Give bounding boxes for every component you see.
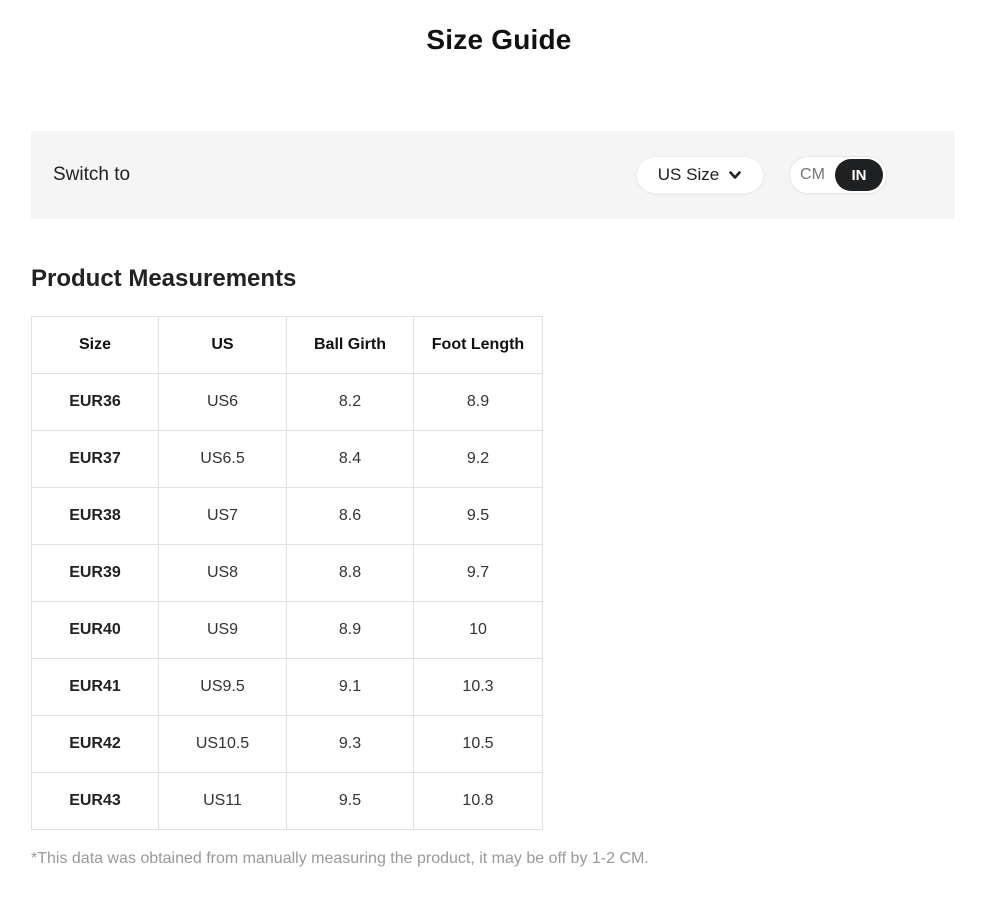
unit-option-cm[interactable]: CM xyxy=(800,166,825,183)
value-cell: 10.5 xyxy=(413,715,543,773)
table-header-row: Size US Ball Girth Foot Length xyxy=(31,316,543,374)
value-cell: 8.4 xyxy=(286,430,414,488)
value-cell: 10.3 xyxy=(413,658,543,716)
size-cell: EUR38 xyxy=(31,487,159,545)
size-cell: EUR41 xyxy=(31,658,159,716)
table-row: EUR36 US6 8.2 8.9 xyxy=(31,373,543,431)
unit-switch-bar: Switch to US Size CM IN xyxy=(31,131,955,219)
value-cell: 10.8 xyxy=(413,772,543,830)
table-row: EUR38 US7 8.6 9.5 xyxy=(31,487,543,545)
value-cell: 8.2 xyxy=(286,373,414,431)
size-standard-dropdown[interactable]: US Size xyxy=(636,156,764,194)
value-cell: 8.9 xyxy=(286,601,414,659)
value-cell: 9.7 xyxy=(413,544,543,602)
table-row: EUR37 US6.5 8.4 9.2 xyxy=(31,430,543,488)
size-table-body: EUR36 US6 8.2 8.9 EUR37 US6.5 8.4 9.2 EUR38 US7 8.… xyxy=(31,373,543,830)
table-row: EUR41 US9.5 9.1 10.3 xyxy=(31,658,543,716)
size-cell: EUR39 xyxy=(31,544,159,602)
size-cell: EUR40 xyxy=(31,601,159,659)
value-cell: US9.5 xyxy=(158,658,287,716)
size-cell: EUR37 xyxy=(31,430,159,488)
value-cell: US8 xyxy=(158,544,287,602)
table-row: EUR40 US9 8.9 10 xyxy=(31,601,543,659)
column-header-us: US xyxy=(158,316,287,374)
size-cell: EUR43 xyxy=(31,772,159,830)
value-cell: US10.5 xyxy=(158,715,287,773)
table-row: EUR43 US11 9.5 10.8 xyxy=(31,772,543,830)
value-cell: 9.5 xyxy=(413,487,543,545)
value-cell: 9.5 xyxy=(286,772,414,830)
value-cell: US6.5 xyxy=(158,430,287,488)
unit-toggle[interactable]: CM IN xyxy=(789,156,887,194)
value-cell: 9.3 xyxy=(286,715,414,773)
column-header-foot-length: Foot Length xyxy=(413,316,543,374)
measurement-disclaimer: *This data was obtained from manually me… xyxy=(31,850,649,867)
value-cell: 10 xyxy=(413,601,543,659)
unit-option-in[interactable]: IN xyxy=(835,159,883,191)
column-header-ball-girth: Ball Girth xyxy=(286,316,414,374)
value-cell: US6 xyxy=(158,373,287,431)
table-row: EUR42 US10.5 9.3 10.5 xyxy=(31,715,543,773)
size-standard-value: US Size xyxy=(657,165,720,184)
column-header-size: Size xyxy=(31,316,159,374)
size-cell: EUR42 xyxy=(31,715,159,773)
value-cell: 9.2 xyxy=(413,430,543,488)
value-cell: US9 xyxy=(158,601,287,659)
table-row: EUR39 US8 8.8 9.7 xyxy=(31,544,543,602)
value-cell: 9.1 xyxy=(286,658,414,716)
value-cell: US11 xyxy=(158,772,287,830)
product-measurements-heading: Product Measurements xyxy=(31,265,297,292)
switch-to-label: Switch to xyxy=(53,164,131,185)
bar-controls: US Size CM IN xyxy=(636,156,887,194)
size-cell: EUR36 xyxy=(31,373,159,431)
size-table: Size US Ball Girth Foot Length EUR36 US6 8… xyxy=(31,316,543,830)
value-cell: 8.8 xyxy=(286,544,414,602)
value-cell: 8.6 xyxy=(286,487,414,545)
page-title: Size Guide xyxy=(426,24,572,55)
chevron-down-icon xyxy=(728,168,742,182)
value-cell: 8.9 xyxy=(413,373,543,431)
value-cell: US7 xyxy=(158,487,287,545)
